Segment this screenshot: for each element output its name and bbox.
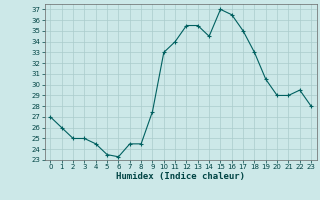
X-axis label: Humidex (Indice chaleur): Humidex (Indice chaleur): [116, 172, 245, 181]
